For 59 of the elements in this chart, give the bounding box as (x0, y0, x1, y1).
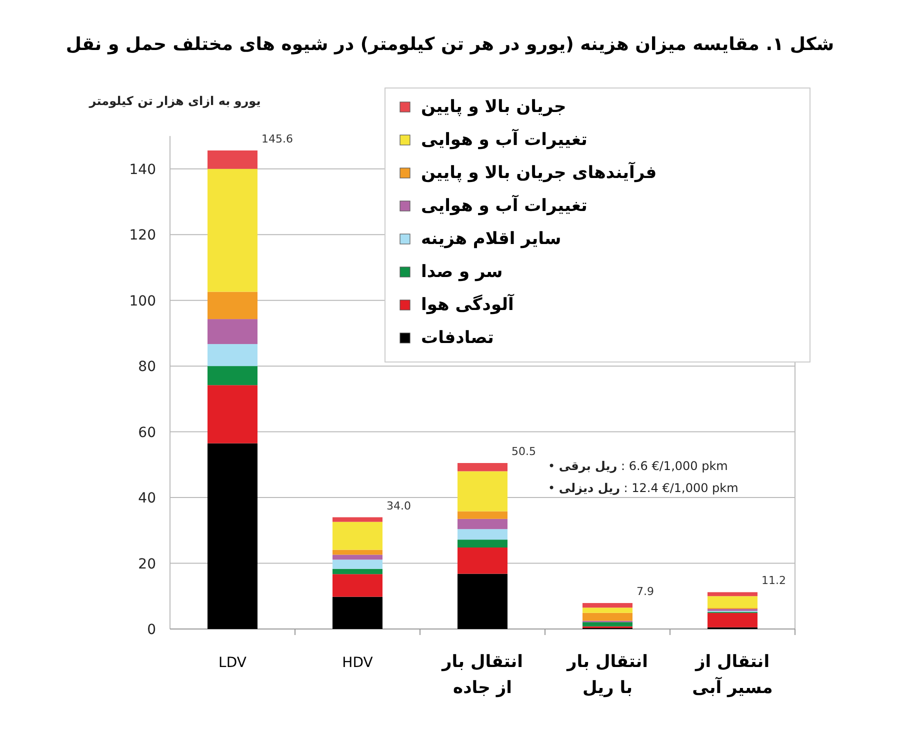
bar (582, 612, 632, 621)
total-label: 34.0 (386, 499, 411, 512)
y-tick-label: 120 (129, 228, 156, 244)
bar (332, 550, 382, 555)
bar (208, 150, 258, 169)
bar (332, 560, 382, 569)
legend-label: تغییرات آب و هوایی (421, 128, 588, 150)
bar (208, 344, 258, 366)
bar (458, 471, 508, 512)
bar (332, 574, 382, 597)
bar (332, 568, 382, 574)
legend-label: تصادفات (421, 328, 494, 348)
bar (708, 596, 758, 608)
bar (582, 603, 632, 608)
legend-label: سایر اقلام هزینه (421, 229, 562, 249)
x-tick-label: LDV (218, 655, 247, 671)
x-tick-label: انتقال بار از جاده (441, 652, 523, 698)
bar (332, 596, 382, 629)
bar (208, 443, 258, 629)
bar (458, 547, 508, 574)
total-label: 7.9 (636, 585, 654, 598)
bar (708, 612, 758, 628)
bar (582, 608, 632, 613)
bar (458, 529, 508, 540)
bar (458, 540, 508, 548)
y-tick-label: 20 (138, 556, 156, 572)
legend-label: سر و صدا (421, 262, 503, 282)
y-axis-title: یورو به ازای هزار تن کیلومتر (88, 94, 261, 108)
bar (458, 518, 508, 530)
legend-label: تغییرات آب و هوایی (421, 194, 588, 216)
y-tick-label: 0 (147, 622, 156, 638)
bar (208, 366, 258, 386)
y-tick-label: 100 (129, 293, 156, 310)
bar (708, 592, 758, 596)
chart-title: شکل ۱. مقایسه میزان هزینه (یورو در هر تن کیلومتر) در شیوه های مختلف حمل و نقل (66, 34, 834, 55)
bar (208, 292, 258, 320)
bar (458, 511, 508, 519)
legend-label: جریان بالا و پایین (421, 97, 566, 117)
bar (332, 522, 382, 550)
y-tick-label: 40 (138, 490, 156, 507)
bar (458, 574, 508, 629)
bar (208, 319, 258, 344)
x-tick-label: HDV (342, 655, 374, 671)
bar (208, 168, 258, 292)
total-label: 11.2 (762, 574, 786, 588)
y-tick-label: 60 (138, 424, 156, 441)
bar (458, 463, 508, 472)
y-tick-label: 80 (138, 359, 156, 376)
total-label: 145.6 (262, 132, 293, 146)
legend-label: فرآیندهای جریان بالا و پایین (421, 161, 657, 183)
y-tick-label: 140 (129, 162, 156, 178)
bar (332, 554, 382, 560)
x-tick-label: انتقال از مسیر آبی (692, 652, 773, 698)
bar (582, 622, 632, 626)
legend-label: آلودگی هوا (421, 293, 516, 315)
bar (332, 517, 382, 522)
x-tick-label: انتقال بار با ریل (566, 652, 648, 698)
bar (208, 385, 258, 444)
total-label: 50.5 (512, 445, 536, 458)
